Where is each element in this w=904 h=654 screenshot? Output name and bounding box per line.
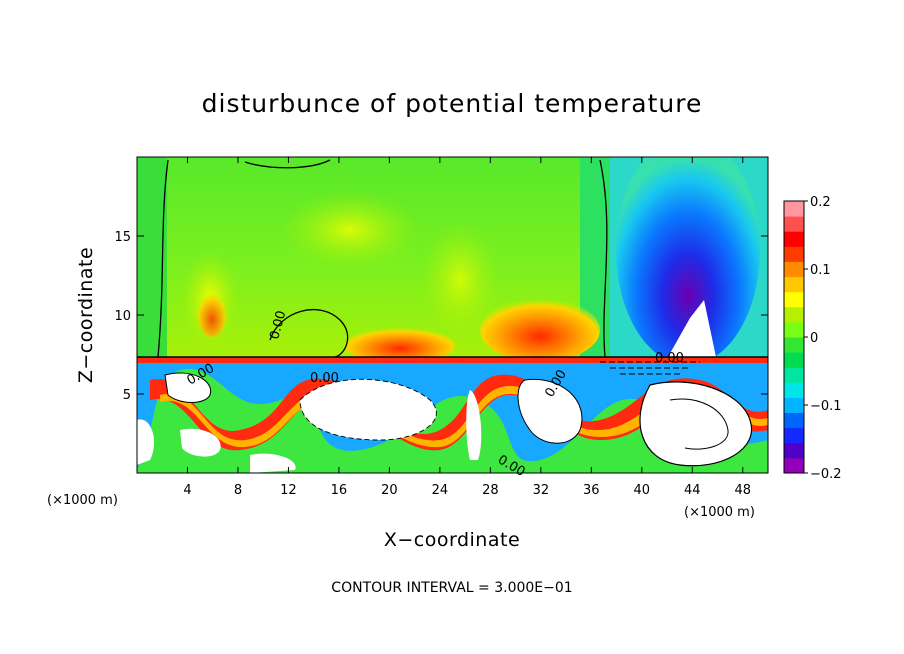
x-unit-right: (×1000 m) [684, 505, 755, 520]
colorbar-ticks: 0.2 0.1 0 −0.1 −0.2 [804, 195, 842, 482]
colorbar-band [784, 442, 804, 459]
colorbar-tick-label: −0.1 [810, 399, 842, 414]
colorbar-band [784, 412, 804, 429]
y-tick-label: 5 [123, 388, 131, 403]
colorbar-band [784, 397, 804, 414]
x-tick-label: 32 [533, 483, 550, 498]
x-tick-label: 24 [432, 483, 449, 498]
x-tick-label: 40 [634, 483, 651, 498]
colorbar-band [784, 457, 804, 474]
x-tick-label: 8 [234, 483, 242, 498]
x-axis-title: X−coordinate [384, 529, 520, 551]
x-tick-label: 12 [280, 483, 297, 498]
colorbar-band [784, 261, 804, 278]
colorbar: 0.2 0.1 0 −0.1 −0.2 [783, 195, 842, 482]
colorbar-band [784, 306, 804, 323]
contour-interval-note: CONTOUR INTERVAL = 3.000E−01 [331, 580, 572, 596]
x-tick-label: 16 [331, 483, 348, 498]
colorbar-band [784, 337, 804, 353]
contour-label: 0.00 [655, 351, 684, 366]
x-tick-label: 48 [734, 483, 751, 498]
x-unit-left: (×1000 m) [47, 493, 118, 508]
colorbar-band [784, 231, 804, 247]
x-tick-label: 28 [482, 483, 499, 498]
heatmap-field [137, 157, 768, 473]
colorbar-tick-label: 0 [810, 331, 818, 346]
colorbar-tick-label: 0.2 [810, 195, 831, 210]
colorbar-band [784, 276, 804, 293]
y-axis-ticks: 5 10 15 [114, 230, 768, 403]
colorbar-tick-label: 0.1 [810, 263, 831, 278]
colorbar-bands [784, 201, 804, 474]
colorbar-band [784, 291, 804, 308]
chart-title: disturbunce of potential temperature [202, 89, 703, 118]
colorbar-band [784, 246, 804, 262]
colorbar-band [784, 321, 804, 338]
x-tick-label: 36 [583, 483, 600, 498]
contour-label: 0.00 [267, 309, 289, 341]
x-tick-label: 44 [684, 483, 701, 498]
x-axis-ticks: 4 8 12 16 20 24 28 32 36 40 44 48 [183, 157, 751, 498]
y-tick-label: 15 [114, 230, 131, 245]
x-tick-label: 20 [381, 483, 398, 498]
y-tick-label: 10 [114, 309, 131, 324]
colorbar-tick-label: −0.2 [810, 467, 842, 482]
colorbar-band [784, 382, 804, 398]
colorbar-band [784, 427, 804, 444]
contour-label: 0.00 [310, 371, 339, 386]
colorbar-band [784, 352, 804, 368]
y-axis-title: Z−coordinate [75, 247, 97, 383]
colorbar-band [784, 367, 804, 383]
colorbar-band [784, 201, 804, 217]
colorbar-band [784, 216, 804, 232]
x-tick-label: 4 [183, 483, 191, 498]
